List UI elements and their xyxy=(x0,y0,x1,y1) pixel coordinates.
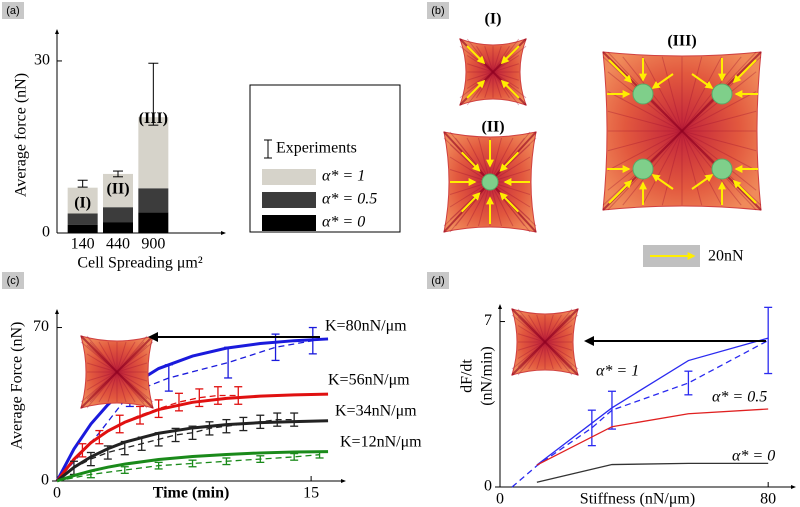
panel-label-box xyxy=(427,272,449,289)
adhesion xyxy=(711,158,733,180)
x-tick-label: 15 xyxy=(303,485,319,502)
bar-segment xyxy=(103,173,133,208)
force-arrow xyxy=(460,151,481,172)
y-tick-label: 0 xyxy=(41,472,49,489)
x-tick-label: 440 xyxy=(106,236,130,253)
experiment-line xyxy=(56,454,320,482)
legend-label: α* = 1 xyxy=(322,168,365,185)
force-arrow xyxy=(651,73,674,89)
x-tick-label: 80 xyxy=(760,491,776,507)
bar-segment xyxy=(138,212,169,233)
force-arrow xyxy=(466,79,486,99)
force-arrow xyxy=(608,179,633,204)
panel-label: (c) xyxy=(7,275,20,287)
cell-fiber xyxy=(80,335,154,409)
adhesion xyxy=(711,83,733,105)
x-tick-label: 140 xyxy=(71,236,95,253)
series-label: K=56nN/μm xyxy=(328,372,410,389)
series-label: K=34nN/μm xyxy=(335,403,417,420)
y-axis-label: Average force (nN) xyxy=(13,73,30,197)
legend-label: α* = 0.5 xyxy=(322,191,377,208)
force-arrow xyxy=(651,174,674,190)
legend-label: α* = 0 xyxy=(322,214,365,231)
force-arrow xyxy=(732,59,757,84)
legend-box xyxy=(249,84,401,233)
y-tick-label: 70 xyxy=(33,318,49,335)
fit-line xyxy=(56,450,329,483)
legend-label: Experiments xyxy=(276,140,357,157)
y-axis-label: dF/dt xyxy=(459,359,476,393)
panel-label-box xyxy=(2,2,24,19)
y-tick-label: 30 xyxy=(34,52,50,69)
bar-segment xyxy=(67,213,98,225)
bar-annotation: (I) xyxy=(74,194,91,211)
bar-annotation: (II) xyxy=(106,181,129,198)
cell-label: (II) xyxy=(481,119,504,136)
force-arrow xyxy=(732,179,757,204)
series-label: K=12nN/μm xyxy=(340,434,422,451)
series-label: α* = 1 xyxy=(596,363,639,380)
legend-swatch xyxy=(262,215,316,231)
y-axis-label: Average Force (nN) xyxy=(9,322,26,450)
legend-swatch xyxy=(262,192,316,208)
force-arrow xyxy=(500,79,520,99)
fit-line xyxy=(55,337,329,482)
experiment-line xyxy=(56,394,239,482)
force-arrow xyxy=(499,151,520,172)
panel-label: (a) xyxy=(6,5,19,17)
cell-label: (III) xyxy=(667,33,696,50)
bar-segment xyxy=(138,188,169,213)
panel-label-box xyxy=(427,2,449,19)
y-tick-label: 7 xyxy=(484,312,492,329)
fit-line xyxy=(536,408,769,466)
x-tick-label: 0 xyxy=(53,485,61,502)
series-label: α* = 0 xyxy=(732,448,775,465)
bar-segment xyxy=(67,187,98,214)
y-axis-label: (nN/min) xyxy=(479,346,496,406)
adhesion xyxy=(632,83,654,105)
force-arrow xyxy=(466,45,486,65)
bar-segment xyxy=(103,222,133,233)
x-axis-label: Cell Spreading μm² xyxy=(77,255,203,272)
x-tick-label: 900 xyxy=(141,236,165,253)
bar-segment xyxy=(103,207,133,223)
fit-line xyxy=(536,337,769,466)
x-axis-label: Stiffness (nN/μm) xyxy=(580,491,695,507)
x-axis-label: Time (min) xyxy=(153,485,230,502)
y-tick-label: 0 xyxy=(42,224,50,241)
scale-label: 20nN xyxy=(708,248,744,265)
legend-swatch xyxy=(262,169,316,185)
bar-segment xyxy=(67,224,98,233)
force-arrow xyxy=(691,174,714,190)
series-label: α* = 0.5 xyxy=(712,389,767,406)
force-arrow xyxy=(691,73,714,89)
fit-line xyxy=(536,462,769,483)
bar-segment xyxy=(138,117,169,189)
x-tick-label: 0 xyxy=(496,491,504,507)
y-tick-label: 0 xyxy=(484,478,492,495)
force-arrow xyxy=(499,192,520,213)
force-arrow xyxy=(500,45,520,65)
experiment-line xyxy=(511,339,769,488)
panel-label-box xyxy=(2,272,24,289)
cell-fiber xyxy=(511,308,579,376)
panel-label: (b) xyxy=(431,5,444,17)
adhesion xyxy=(481,173,499,191)
force-arrow xyxy=(460,192,481,213)
series-label: K=80nN/μm xyxy=(325,318,407,335)
cell-label: (I) xyxy=(485,11,502,28)
panel-label: (d) xyxy=(431,275,444,287)
adhesion xyxy=(632,158,654,180)
force-arrow xyxy=(608,59,633,84)
